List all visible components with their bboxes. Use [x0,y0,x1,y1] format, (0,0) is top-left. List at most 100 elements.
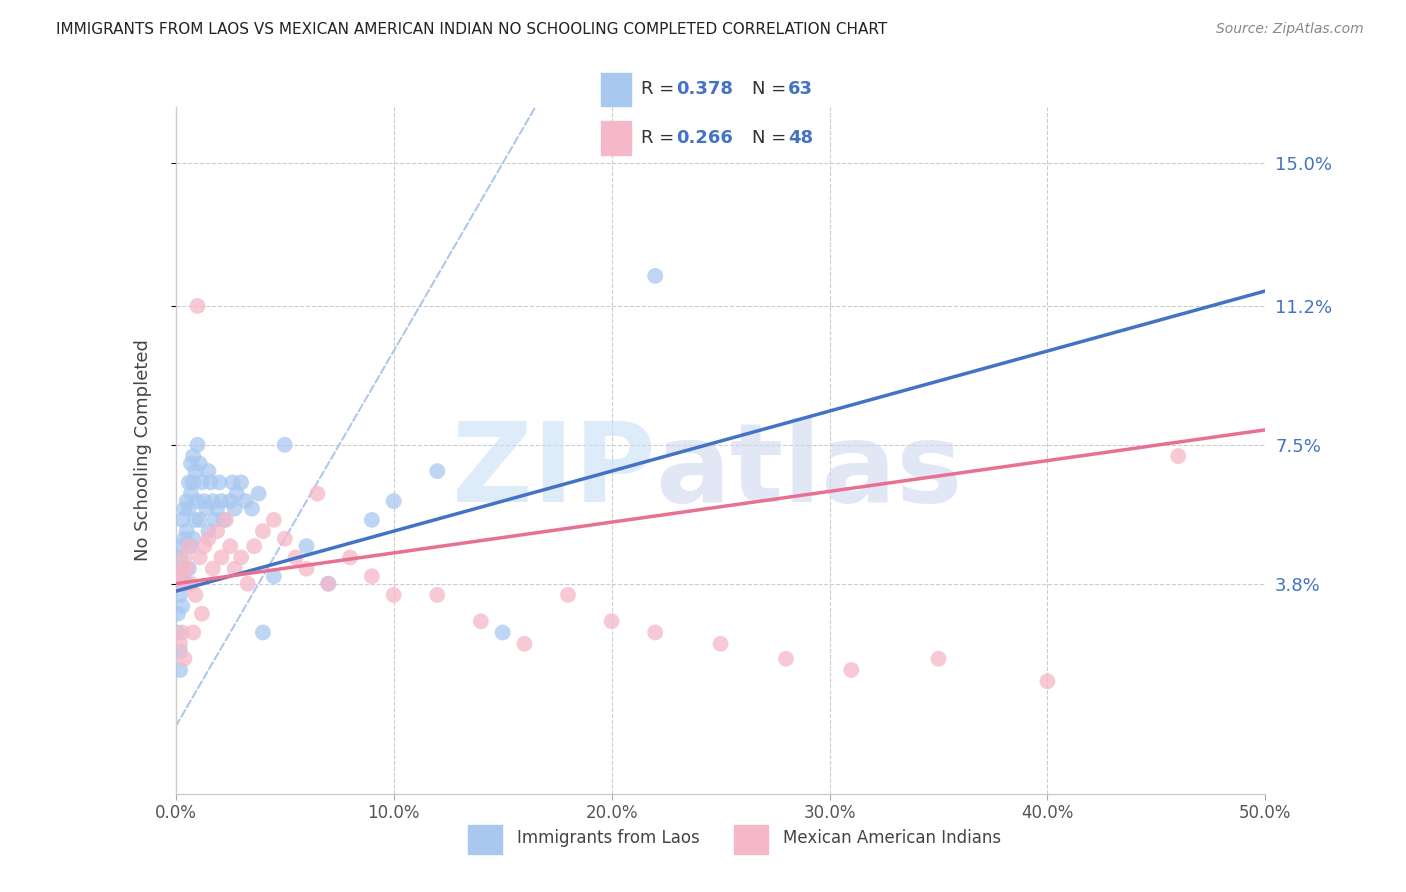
Point [172,539,194,553]
Point [211,494,233,508]
Point [180,539,202,553]
Point [841,663,863,677]
Point [470,614,492,628]
Point [169,569,191,583]
Point [263,569,285,583]
Point [167,607,190,621]
Point [180,457,202,471]
Point [243,539,266,553]
Point [172,599,194,614]
Point [201,562,224,576]
Point [184,588,207,602]
Point [169,644,191,658]
Point [928,652,950,666]
Point [1167,449,1189,463]
Point [173,501,195,516]
Point [360,569,382,583]
Point [557,588,579,602]
Point [426,464,449,478]
Text: Immigrants from Laos: Immigrants from Laos [517,830,700,847]
Point [186,438,209,452]
Point [193,494,215,508]
Point [212,513,235,527]
Point [492,625,515,640]
Point [236,576,259,591]
Point [176,524,198,538]
Text: 63: 63 [787,80,813,98]
Point [775,652,797,666]
Y-axis label: No Schooling Completed: No Schooling Completed [134,340,152,561]
Point [201,494,224,508]
Point [240,501,263,516]
Point [184,464,207,478]
Point [205,524,228,538]
Point [360,513,382,527]
Point [177,562,200,576]
Text: ZIP: ZIP [451,417,655,524]
Point [382,588,405,602]
Bar [734,825,768,855]
Point [169,576,191,591]
Text: IMMIGRANTS FROM LAOS VS MEXICAN AMERICAN INDIAN NO SCHOOLING COMPLETED CORRELATI: IMMIGRANTS FROM LAOS VS MEXICAN AMERICAN… [56,22,887,37]
Point [167,625,190,640]
Point [219,539,242,553]
Point [180,486,202,500]
Point [184,513,207,527]
Point [193,539,215,553]
Point [295,562,318,576]
Point [177,501,200,516]
Point [181,532,204,546]
Point [224,501,246,516]
Point [215,513,238,527]
Point [181,625,204,640]
Point [169,588,191,602]
Point [172,625,194,640]
Point [200,475,222,490]
Point [252,524,274,538]
Point [197,532,219,546]
Point [176,576,198,591]
Point [173,652,195,666]
Point [219,494,242,508]
Point [1036,674,1059,689]
Point [231,475,253,490]
Text: N =: N = [752,80,793,98]
Point [225,486,247,500]
Text: R =: R = [641,128,681,147]
Point [224,562,246,576]
Point [197,524,219,538]
Text: R =: R = [641,80,681,98]
Point [318,576,340,591]
Point [205,501,228,516]
Point [263,513,285,527]
Point [710,637,733,651]
Point [186,494,209,508]
Point [600,614,623,628]
Point [176,562,198,576]
Point [274,532,297,546]
Point [644,268,666,283]
Text: Source: ZipAtlas.com: Source: ZipAtlas.com [1216,22,1364,37]
Point [247,486,270,500]
Point [172,562,194,576]
Text: Mexican American Indians: Mexican American Indians [783,830,1001,847]
Point [181,449,204,463]
Point [167,576,190,591]
Point [186,299,209,313]
Point [169,663,191,677]
Point [644,625,666,640]
Bar [600,121,631,155]
Point [191,475,214,490]
Point [177,539,200,553]
Point [173,532,195,546]
Point [167,569,190,583]
Text: 48: 48 [787,128,813,147]
Point [284,550,307,565]
Point [169,550,191,565]
Point [169,637,191,651]
Point [339,550,361,565]
Point [188,513,211,527]
Text: N =: N = [752,128,793,147]
Text: 0.266: 0.266 [676,128,734,147]
Point [252,625,274,640]
